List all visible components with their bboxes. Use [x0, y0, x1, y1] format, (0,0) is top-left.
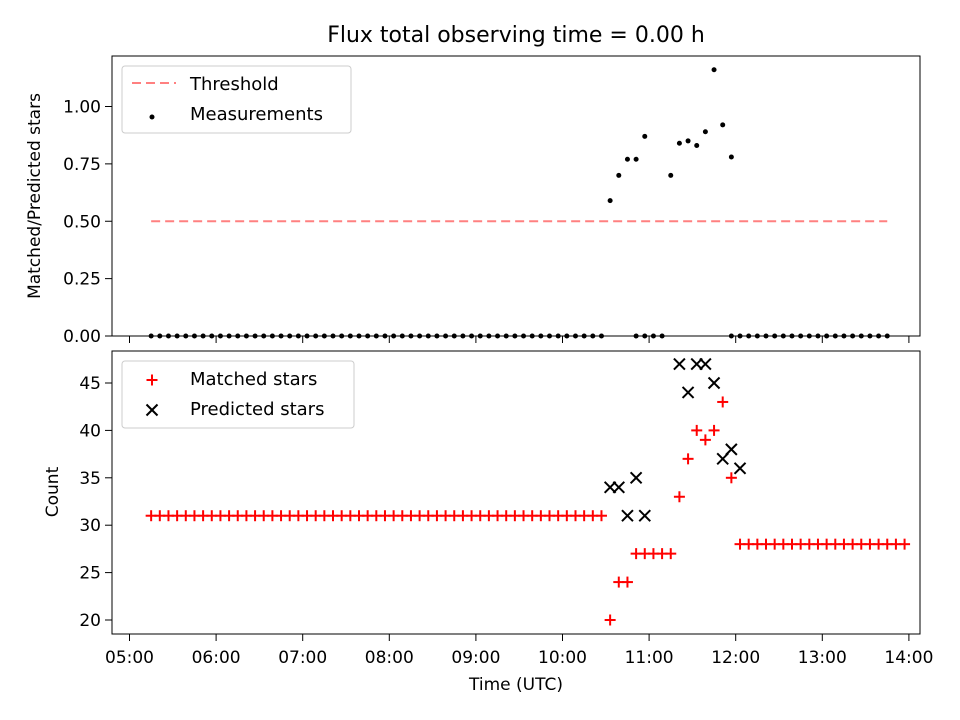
predicted-star-point [707, 376, 721, 390]
x-tick-label: 09:00 [451, 648, 500, 668]
matched-star-point [699, 434, 711, 446]
predicted-star-point [725, 443, 738, 456]
predicted-star-point [681, 386, 695, 399]
top-y-tick-label: 0.00 [63, 327, 101, 347]
bottom-y-axis-label: Count [43, 466, 63, 517]
bottom-y-ticks: 20 25 30 35 40 45 [79, 374, 112, 631]
predicted-star-point [699, 357, 712, 371]
measurement-point [728, 154, 734, 160]
predicted-star-point [629, 471, 643, 485]
bottom-axes-frame [111, 350, 921, 635]
predicted-star-point [621, 509, 634, 522]
matched-star-point [621, 576, 633, 588]
x-tick-label: 12:00 [711, 648, 760, 668]
bottom-y-tick-label: 45 [79, 374, 101, 394]
legend-predicted-swatch [145, 403, 159, 417]
top-panel: 0.00 0.25 0.50 0.75 1.00 Matched/Predicted s… [25, 55, 921, 347]
top-plot-area [148, 67, 890, 339]
top-y-ticks: 0.00 0.25 0.50 0.75 1.00 [63, 98, 112, 347]
matched-star-point [665, 548, 677, 560]
measurement-point [685, 138, 691, 144]
bottom-x-ticks: 05:00 06:00 07:00 08:00 09:00 10:00 11:00 12:00… [105, 634, 933, 668]
x-tick-label: 07:00 [278, 648, 327, 668]
x-tick-label: 13:00 [798, 648, 847, 668]
measurement-point [694, 143, 700, 149]
top-y-tick-label: 0.75 [63, 155, 101, 175]
bottom-plot-area [145, 357, 911, 626]
matched-star-point [708, 424, 720, 436]
predicted-star-point [673, 357, 686, 371]
matched-star-point [595, 510, 607, 522]
predicted-star-point [612, 481, 625, 494]
bottom-legend-box [121, 360, 355, 429]
legend-matched-swatch [146, 374, 158, 386]
predicted-star-point [638, 509, 651, 522]
top-x-ticks [129, 336, 910, 343]
measurement-point [711, 67, 717, 73]
x-tick-label: 05:00 [105, 648, 154, 668]
legend-predicted-marker [145, 403, 159, 417]
top-legend: Threshold Measurements [121, 65, 352, 134]
x-tick-label: 11:00 [625, 648, 674, 668]
top-legend-box [121, 65, 352, 134]
legend-predicted-label: Predicted stars [190, 399, 324, 420]
legend-measurement-label: Measurements [190, 104, 323, 125]
bottom-y-tick-label: 30 [79, 516, 101, 536]
bottom-panel: 20 25 30 35 40 45 05:00 06:00 07:00 08:00 09:00 10… [43, 350, 933, 695]
x-axis-label: Time (UTC) [468, 675, 563, 695]
top-y-axis-label: Matched/Predicted stars [25, 93, 45, 299]
x-tick-label: 08:00 [365, 648, 414, 668]
chart-title: Flux total observing time = 0.00 h [327, 23, 705, 48]
x-tick-label: 06:00 [192, 648, 241, 668]
measurement-point [702, 129, 708, 135]
measurement-point [616, 172, 622, 178]
matched-star-point [899, 538, 911, 550]
x-tick-label: 14:00 [884, 648, 933, 668]
x-tick-label: 10:00 [538, 648, 587, 668]
bottom-y-tick-label: 40 [79, 421, 101, 441]
top-y-tick-label: 0.50 [63, 212, 101, 232]
measurement-point [668, 172, 674, 178]
matched-star-point [604, 614, 616, 626]
matched-star-point [717, 396, 729, 408]
top-y-tick-label: 1.00 [63, 98, 101, 118]
measurement-point [607, 198, 613, 204]
predicted-star-point [733, 462, 747, 475]
measurement-point [676, 140, 682, 146]
legend-measurement-swatch [149, 114, 155, 120]
measurement-point [633, 156, 639, 162]
measurement-point [642, 133, 648, 139]
bottom-legend: Matched stars Predicted stars [121, 360, 355, 429]
matched-star-point [725, 472, 737, 484]
legend-threshold-label: Threshold [189, 74, 279, 95]
bottom-y-tick-label: 20 [79, 611, 101, 631]
legend-matched-label: Matched stars [190, 369, 317, 390]
bottom-y-tick-label: 25 [79, 564, 101, 584]
measurement-point [720, 122, 726, 128]
legend-matched-marker [146, 374, 158, 386]
measurement-point [624, 156, 630, 162]
bottom-y-tick-label: 35 [79, 469, 101, 489]
top-axes-frame [111, 55, 921, 337]
matched-star-point [682, 453, 694, 465]
matched-star-point [673, 491, 685, 503]
top-y-tick-label: 0.25 [63, 270, 101, 290]
matched-star-point [691, 424, 703, 436]
